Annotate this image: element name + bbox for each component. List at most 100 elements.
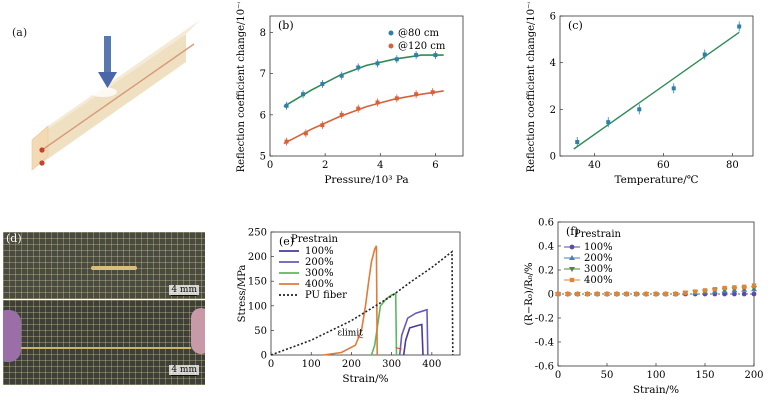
data-point <box>624 291 629 297</box>
x-tick-label: 200 <box>342 359 361 370</box>
legend-label-0: 100% <box>305 246 334 257</box>
arrow-head-icon <box>98 72 117 88</box>
data-point <box>683 290 688 295</box>
legend-marker-3 <box>569 277 575 283</box>
fiber-end-face <box>31 125 49 171</box>
data-point <box>301 92 306 97</box>
panel-d-label: (d) <box>6 232 22 245</box>
y-tick-label: 0 <box>261 351 267 362</box>
x-tick-label: 6 <box>432 160 438 171</box>
core-dot-1 <box>39 147 45 153</box>
data-point <box>375 61 380 66</box>
x-tick-label: 0 <box>267 160 273 171</box>
fiber-top-face <box>32 20 200 140</box>
x-tick-label: 40 <box>588 160 601 171</box>
data-point <box>339 112 344 117</box>
y-tick-label: 6 <box>260 110 266 121</box>
legend-marker-1 <box>388 43 394 49</box>
y-tick-label: 100 <box>248 301 267 312</box>
panel-a: (a) <box>0 0 205 215</box>
y-tick-label: -0.4 <box>535 338 554 349</box>
data-point <box>722 285 727 291</box>
y-axis-label: (R−R₀)/R₀/% <box>524 262 535 325</box>
legend-label-3: 400% <box>584 275 613 286</box>
x-axis-label: Pressure/10³ Pa <box>324 174 408 186</box>
x-tick-label: 0 <box>555 370 561 381</box>
scale-label-top: 4 mm <box>169 285 199 295</box>
data-point <box>375 100 380 105</box>
scale-label-bottom: 4 mm <box>169 365 199 375</box>
legend-marker-0 <box>388 30 394 36</box>
data-point <box>414 92 419 97</box>
legend-label-0: @80 cm <box>398 28 440 39</box>
data-point <box>595 291 600 297</box>
y-tick-label: -0.2 <box>535 314 554 325</box>
plot-frame <box>270 231 461 356</box>
panel-a-label: (a) <box>12 26 28 39</box>
legend-label-2: 300% <box>584 264 613 275</box>
stress-curve-3 <box>323 245 378 356</box>
data-point <box>575 291 580 297</box>
annotation-elimit: εlimit <box>337 328 363 338</box>
y-tick-label: 0.2 <box>538 266 554 277</box>
y-tick-label: 50 <box>254 326 267 337</box>
legend-marker-1 <box>569 255 575 260</box>
y-tick-label: 6 <box>550 12 556 23</box>
annotation-arrow-2 <box>395 347 402 350</box>
y-tick-label: 5 <box>260 152 266 163</box>
scale-bar-bottom <box>171 375 197 376</box>
data-point <box>284 139 289 144</box>
core-dot-2 <box>39 160 45 166</box>
x-tick-label: 150 <box>695 370 714 381</box>
legend-marker-2 <box>569 267 575 272</box>
x-tick-label: 60 <box>657 160 670 171</box>
photo-fiber-relaxed: 4 mm <box>3 232 205 299</box>
stress-curve-1 <box>398 308 429 356</box>
data-point <box>339 73 344 78</box>
plot-frame <box>269 15 464 157</box>
x-tick-label: 100 <box>646 370 665 381</box>
data-point <box>414 53 419 58</box>
data-point <box>712 287 717 292</box>
chart-c-temperature: 40 60 80 0 2 4 6 Temperature/℃ Reflection coeffi… <box>526 2 754 186</box>
chart-b-pressure: 0 2 4 6 5 6 7 8 Pressure/10³ Pa Reflection coeffi… <box>236 2 464 186</box>
data-point <box>663 291 668 297</box>
data-point <box>394 96 399 101</box>
core-line <box>41 43 195 151</box>
panel-label: (e) <box>279 235 294 248</box>
x-tick-label: 4 <box>377 160 383 171</box>
chart-e-stress-strain: 0 100 200 300 400 0 50 100 150 200 250 Strain/% Stre… <box>237 228 461 385</box>
data-point <box>751 291 757 297</box>
x-tick-label: 50 <box>601 370 614 381</box>
data-point <box>394 57 399 62</box>
data-point <box>693 289 698 294</box>
annotation-arrow <box>357 336 363 339</box>
data-point <box>555 291 561 297</box>
panel-label: (f) <box>566 225 579 238</box>
data-point <box>732 285 737 290</box>
x-axis-label: Strain/% <box>342 373 388 385</box>
y-tick-label: 4 <box>550 58 556 69</box>
data-point <box>741 291 747 297</box>
data-point <box>702 52 707 57</box>
fiber-short <box>91 266 137 270</box>
data-point <box>637 107 642 112</box>
data-point <box>320 81 325 86</box>
y-tick-label: -0.6 <box>535 362 554 373</box>
fiber-front-face <box>32 34 186 170</box>
y-tick-label: 200 <box>248 252 267 263</box>
data-point <box>644 291 649 297</box>
legend-marker-0 <box>569 244 575 250</box>
data-point <box>284 103 289 108</box>
glove-right <box>191 308 205 354</box>
y-tick-label: 2 <box>550 105 556 116</box>
x-tick-label: 2 <box>322 160 328 171</box>
data-point <box>604 291 610 297</box>
data-point <box>634 291 639 297</box>
stress-curve-4 <box>270 250 454 356</box>
data-point <box>585 291 590 297</box>
panel-label: (b) <box>278 19 294 32</box>
data-point <box>606 120 611 125</box>
plot-frame <box>559 15 754 157</box>
y-tick-label: 7 <box>260 69 266 80</box>
